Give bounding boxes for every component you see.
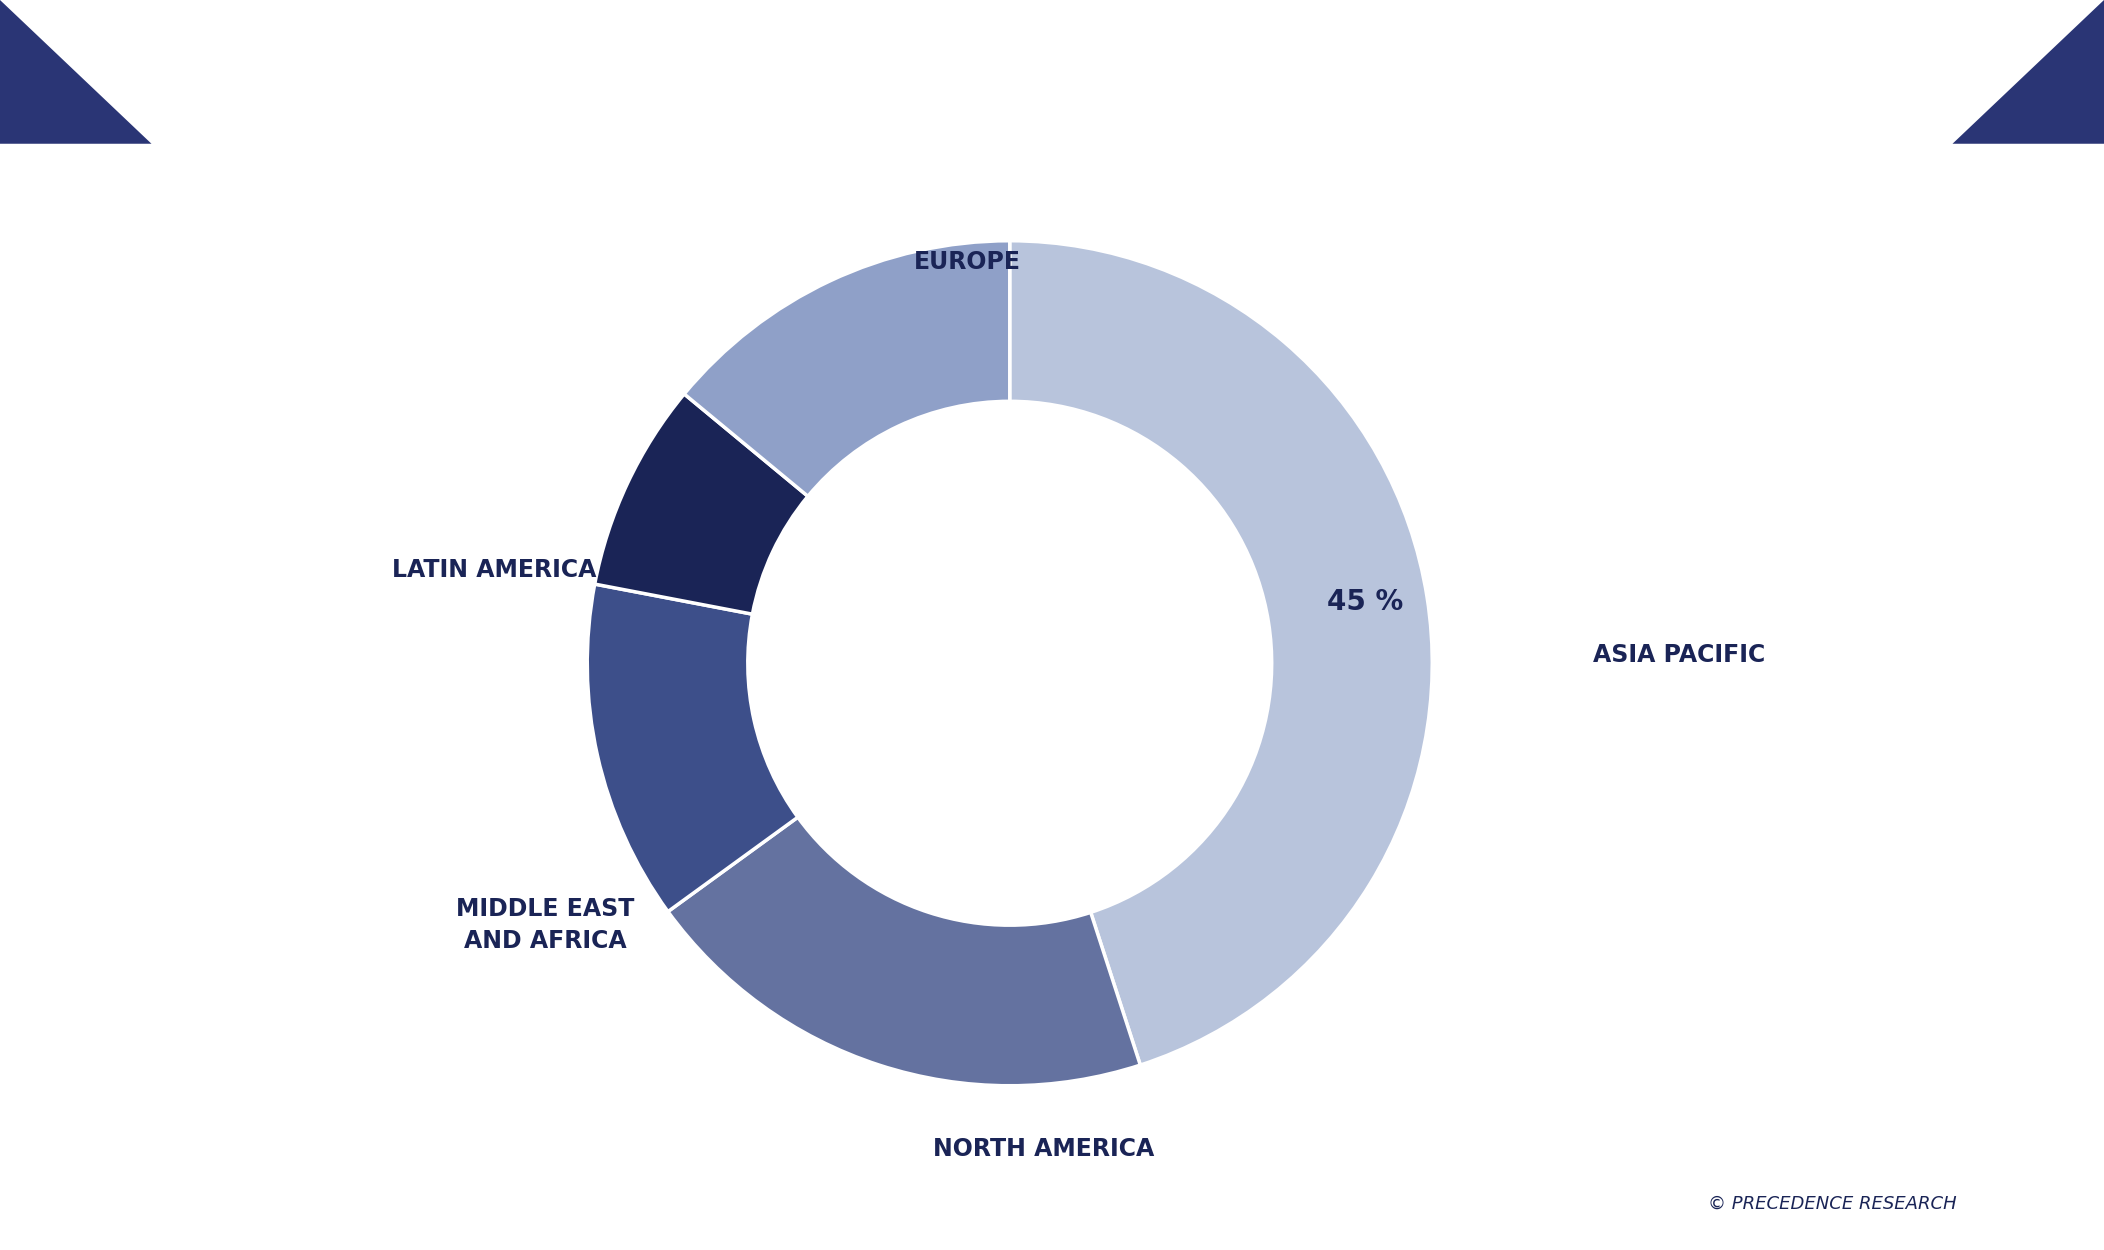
Text: MICRO MOBILITY CHARGING INFRASTRUCTURE MARKET SHARE, BY REGION, 2021 (%): MICRO MOBILITY CHARGING INFRASTRUCTURE M… [183, 58, 1921, 91]
Text: LATIN AMERICA: LATIN AMERICA [391, 559, 598, 582]
Wedge shape [667, 818, 1140, 1086]
Wedge shape [684, 241, 1010, 496]
Text: © PRECEDENCE RESEARCH: © PRECEDENCE RESEARCH [1708, 1195, 1957, 1212]
Polygon shape [1953, 0, 2104, 144]
Text: NORTH AMERICA: NORTH AMERICA [932, 1138, 1155, 1161]
Text: ASIA PACIFIC: ASIA PACIFIC [1593, 642, 1765, 666]
Text: 45 %: 45 % [1328, 588, 1403, 616]
Text: EUROPE: EUROPE [913, 250, 1020, 274]
Text: MIDDLE EAST
AND AFRICA: MIDDLE EAST AND AFRICA [457, 898, 633, 952]
Wedge shape [1010, 241, 1433, 1065]
Wedge shape [587, 584, 797, 911]
Polygon shape [0, 0, 151, 144]
Wedge shape [595, 394, 808, 614]
